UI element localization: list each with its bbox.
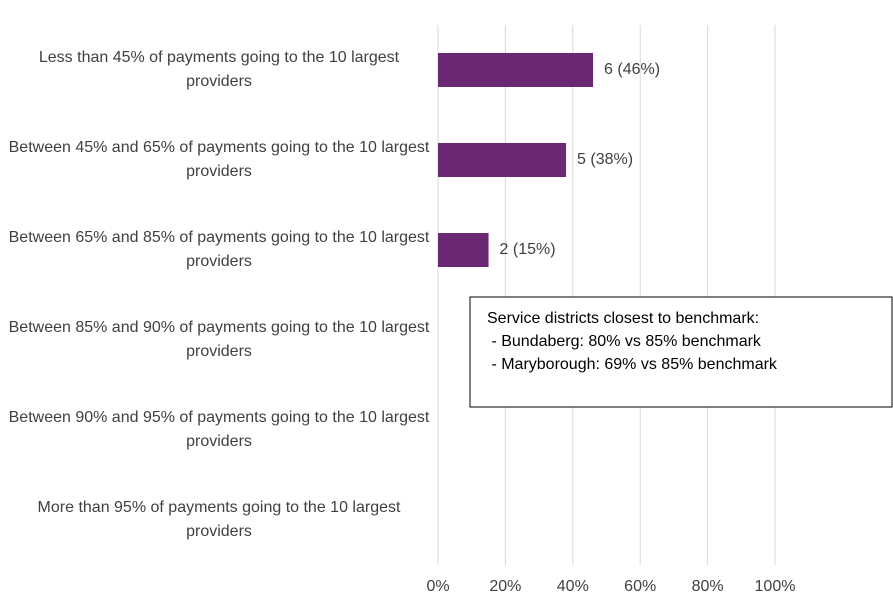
data-label: 2 (15%) [500, 241, 556, 258]
x-tick-label: 80% [692, 578, 724, 595]
y-tick-label: Between 45% and 65% of payments going to… [8, 139, 430, 180]
y-tick-label: Between 65% and 85% of payments going to… [8, 229, 430, 270]
y-tick-label: Less than 45% of payments going to the 1… [38, 49, 400, 90]
y-tick-label: Between 90% and 95% of payments going to… [8, 409, 430, 450]
annotation-box [469, 296, 893, 408]
x-tick-label: 60% [624, 578, 656, 595]
bar [438, 143, 567, 177]
x-tick-label: 20% [489, 578, 521, 595]
x-tick-label: 100% [755, 578, 796, 595]
bar [438, 53, 594, 87]
x-tick-label: 40% [557, 578, 589, 595]
data-label: 5 (38%) [577, 151, 633, 168]
annotation-text: Service districts closest to benchmark: [487, 310, 759, 327]
y-tick-label: More than 95% of payments going to the 1… [37, 499, 401, 540]
bar [438, 233, 489, 267]
annotation-text: - Bundaberg: 80% vs 85% benchmark [487, 333, 762, 350]
x-tick-label: 0% [426, 578, 449, 595]
data-label: 6 (46%) [604, 61, 660, 78]
annotation-text: - Maryborough: 69% vs 85% benchmark [487, 356, 778, 373]
y-tick-label: Between 85% and 90% of payments going to… [8, 319, 430, 360]
